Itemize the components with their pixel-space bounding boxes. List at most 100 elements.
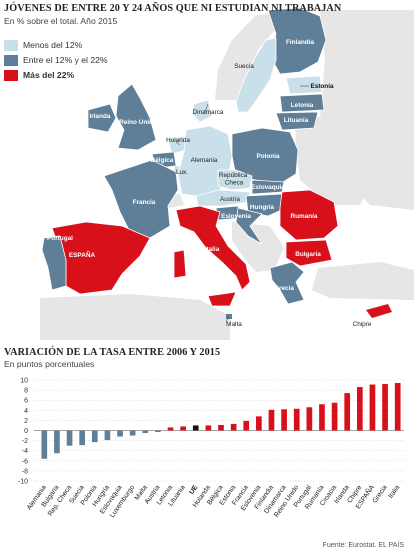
country-irlanda	[87, 103, 117, 133]
country-bulgaria	[285, 239, 333, 267]
label-grecia: Grecia	[274, 285, 294, 292]
bar-holanda	[205, 425, 212, 431]
legend-item-high: Más del 22%	[4, 68, 108, 82]
bar-polonia	[91, 430, 98, 443]
bar-lituania	[180, 426, 186, 431]
land-balkans	[232, 222, 284, 272]
y-tick-label: 8	[24, 388, 28, 395]
bar-bélgica	[218, 424, 224, 431]
country-chipre	[366, 304, 392, 318]
bar-malta	[142, 430, 149, 434]
label-italia: Italia	[205, 246, 220, 253]
bar-suecia	[79, 430, 86, 446]
y-tick-label: -8	[22, 468, 28, 475]
label-letonia: Letonia	[291, 102, 314, 109]
label-irlanda: Irlanda	[90, 113, 111, 120]
label-belgica: Bélgica	[151, 157, 174, 164]
bar-hungría	[104, 430, 111, 441]
leader-malta	[225, 315, 230, 323]
bar-chart-title: VARIACIÓN DE LA TASA ENTRE 2006 Y 2015	[4, 347, 221, 358]
bar-eslovaquia	[117, 430, 123, 437]
country-francia	[103, 159, 179, 239]
country-dinamarca	[191, 99, 213, 123]
y-tick-label: -4	[22, 448, 28, 455]
bar-grecia	[382, 384, 388, 431]
label-chipre: Chipre	[353, 321, 372, 328]
label-reino-unido: Reino Unido	[119, 119, 157, 126]
label-portugal: Portugal	[47, 235, 73, 242]
bar-luxemburgo	[129, 430, 136, 436]
label-lux: Lux.	[176, 169, 188, 176]
country-rumania	[279, 189, 339, 241]
bar-ue	[192, 425, 199, 431]
y-tick-label: -6	[22, 458, 28, 465]
legend-swatch-low	[4, 39, 18, 51]
bar-finlandia	[268, 409, 275, 431]
map-legend: Menos del 12% Entre el 12% y el 22% Más …	[4, 38, 108, 83]
y-tick-label: -10	[18, 479, 28, 486]
bar-dinamarca	[281, 409, 287, 431]
label-austria: Austria	[220, 196, 240, 203]
country-republica-checa	[217, 169, 253, 191]
y-tick-label: 0	[24, 428, 28, 435]
label-eslovenia: Eslovenia	[221, 213, 251, 220]
source-note: Fuente: Eurostat. EL PAÍS	[322, 542, 404, 549]
bar-croacia	[331, 402, 338, 431]
x-tick-label: UE	[188, 484, 199, 496]
bar-italia	[394, 383, 401, 431]
label-holanda: Holanda	[166, 137, 190, 144]
legend-label-high: Más del 22%	[23, 70, 75, 80]
label-francia: Francia	[133, 199, 156, 206]
country-grecia	[269, 261, 305, 305]
label-estonia: Estonia	[310, 83, 334, 90]
country-reino-unido	[115, 83, 157, 151]
label-eslovaquia: Eslovaquia	[251, 184, 285, 191]
legend-item-mid: Entre el 12% y el 22%	[4, 53, 108, 67]
legend-item-low: Menos del 12%	[4, 38, 108, 52]
y-tick-label: 2	[24, 418, 28, 425]
label-dinamarca: Dinamarca	[193, 109, 224, 116]
label-lituania: Lituania	[284, 117, 309, 124]
country-estonia	[285, 75, 323, 95]
country-hungria	[245, 193, 287, 217]
bar-chipre	[356, 387, 363, 431]
country-italia-sicilia	[207, 291, 237, 307]
label-espana: ESPAÑA	[69, 250, 96, 259]
y-tick-label: -2	[22, 438, 28, 445]
country-lituania	[275, 111, 319, 131]
y-tick-label: 10	[20, 378, 28, 385]
bar-chart-subtitle: En puntos porcentuales	[4, 359, 95, 369]
label-malta: Malta	[226, 321, 242, 328]
land-norway	[215, 10, 300, 100]
land-turkey	[312, 262, 414, 300]
europe-map: Finlandia Suecia Estonia Letonia Lituani…	[40, 8, 414, 340]
map-subtitle: En % sobre el total. Año 2015	[4, 16, 118, 26]
bar-portugal	[306, 407, 313, 431]
country-letonia	[279, 93, 325, 113]
bar-reino-unido	[293, 408, 300, 431]
legend-label-mid: Entre el 12% y el 22%	[23, 55, 108, 65]
country-italia	[175, 205, 251, 291]
legend-label-low: Menos del 12%	[23, 40, 83, 50]
bar-irlanda	[344, 393, 351, 431]
land-north-africa	[40, 294, 230, 340]
country-portugal	[41, 235, 67, 291]
y-tick-label: 4	[24, 408, 28, 415]
label-finlandia: Finlandia	[286, 39, 314, 46]
bar-rumanía	[319, 404, 325, 431]
bar-rep-checa	[66, 430, 73, 446]
land-belarus-ukraine	[295, 115, 372, 205]
map-title: JÓVENES DE ENTRE 20 Y 24 AÑOS QUE NI EST…	[4, 3, 342, 14]
legend-swatch-mid	[4, 54, 18, 66]
y-tick-label: 6	[24, 398, 28, 405]
country-croacia	[235, 207, 263, 245]
bar-francia	[243, 420, 250, 431]
country-italia-cerdena	[173, 249, 187, 279]
label-suecia: Suecia	[234, 63, 254, 70]
bar-austria	[155, 430, 161, 433]
country-polonia	[231, 127, 299, 185]
leader-dinamarca	[204, 103, 209, 113]
bar-letonia	[167, 427, 174, 431]
legend-swatch-high	[4, 69, 18, 81]
